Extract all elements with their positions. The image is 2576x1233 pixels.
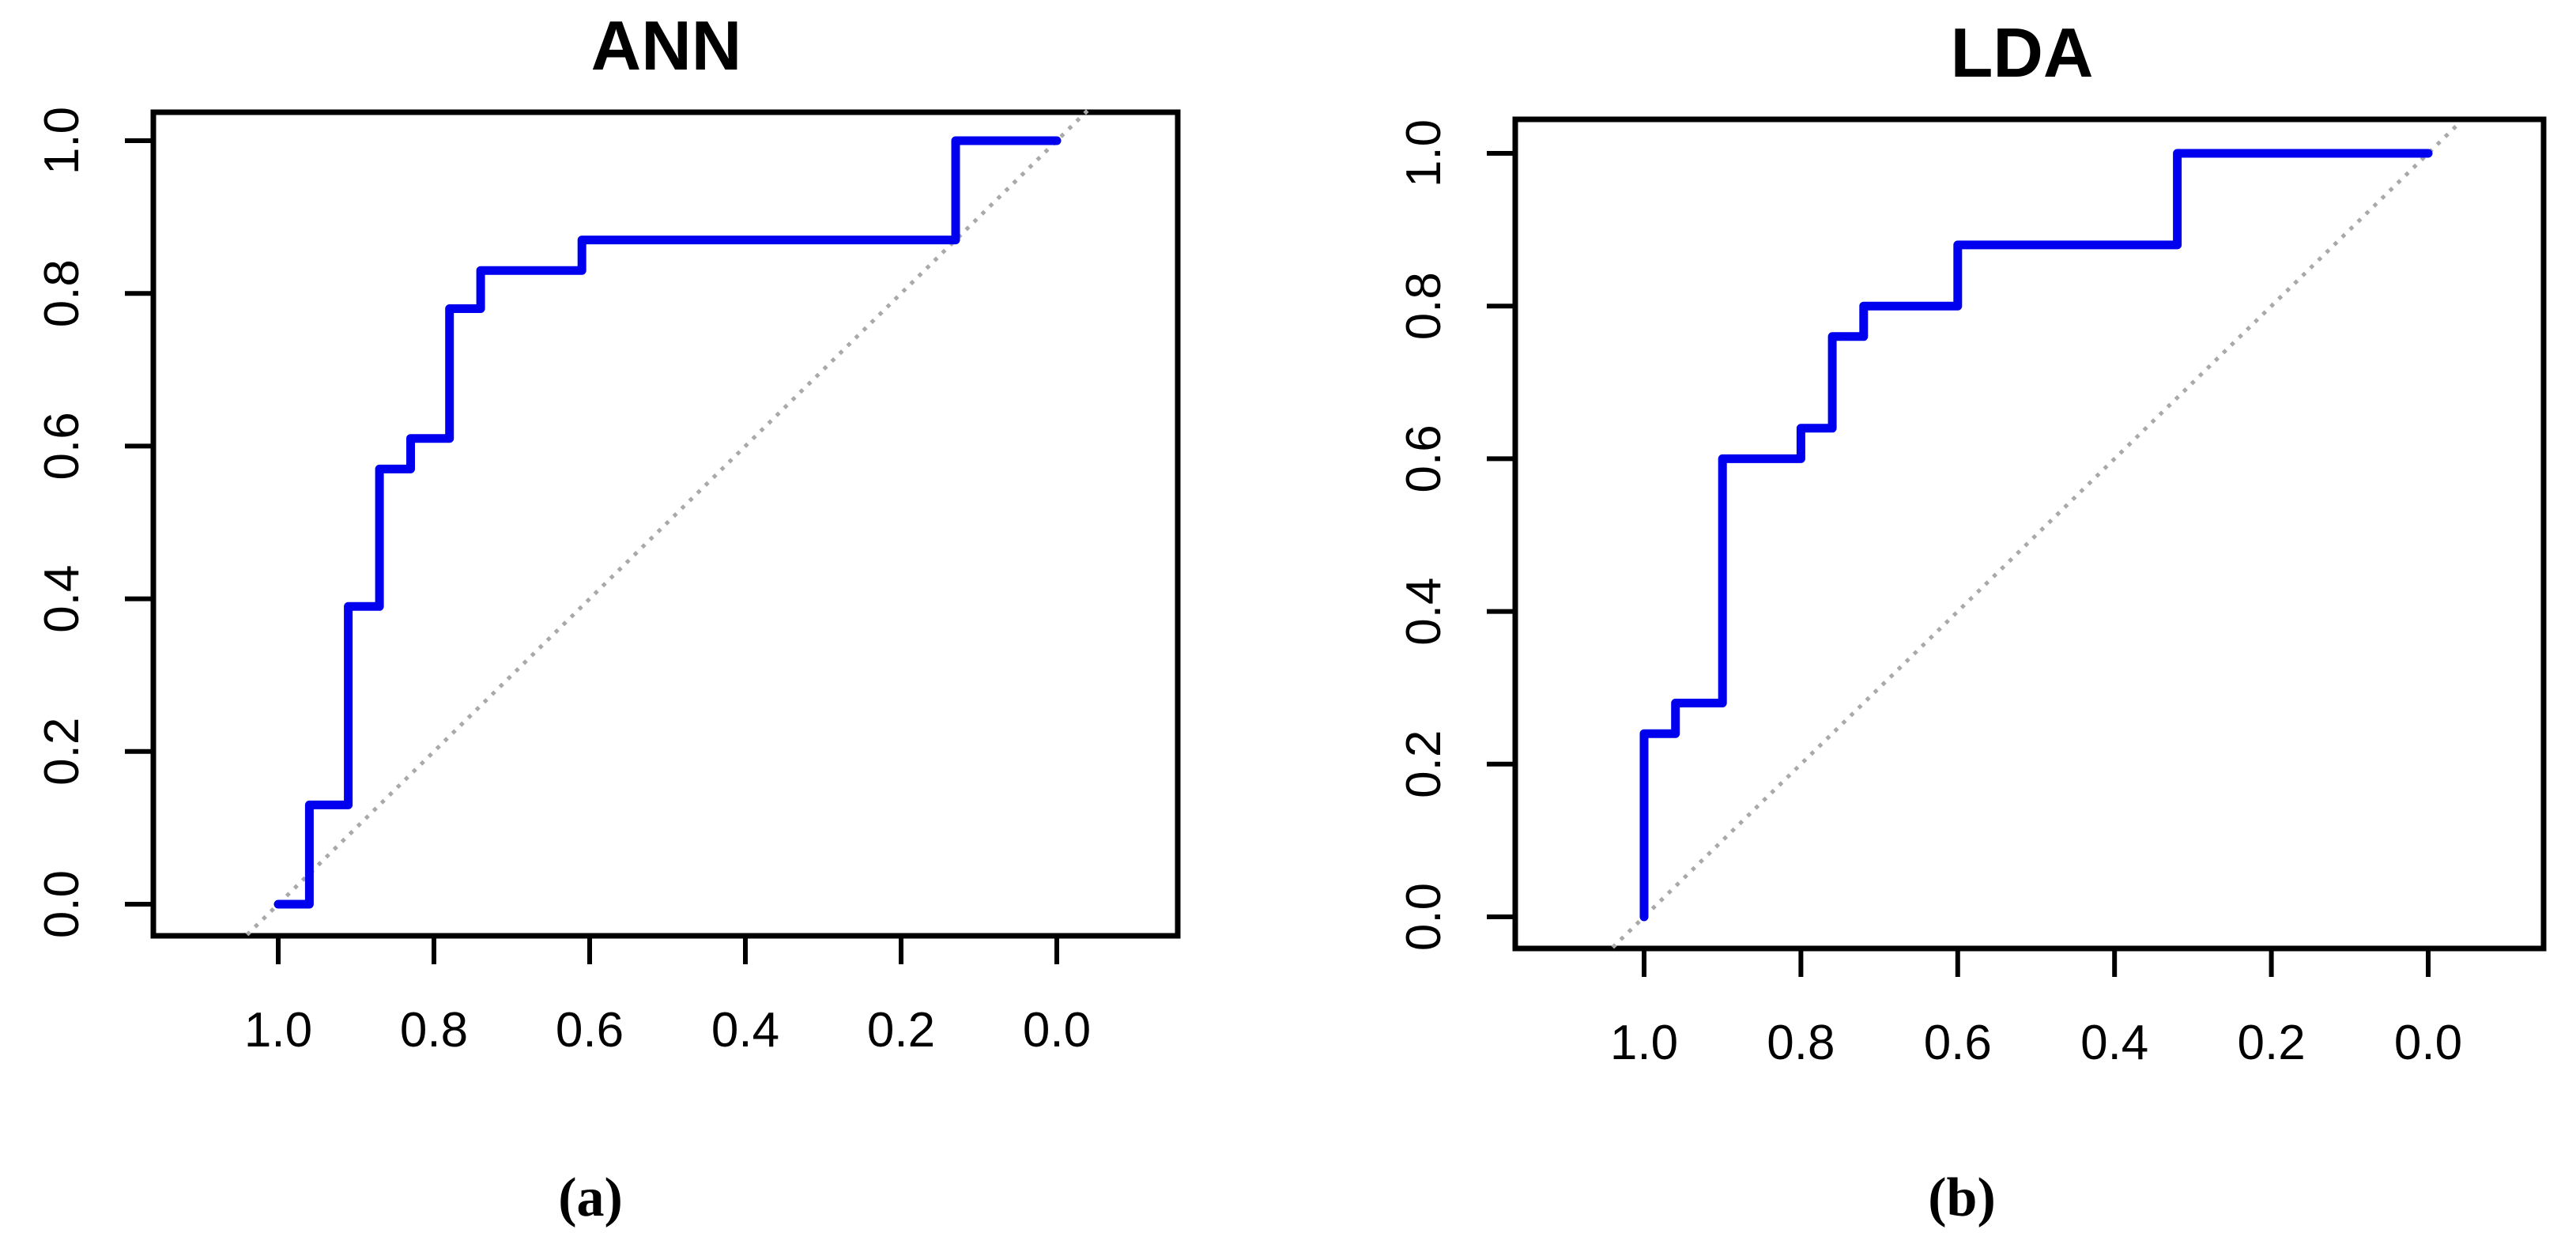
x-axis-tick-label: 1.0 [244, 1003, 312, 1058]
y-axis-tick-label: 0.2 [1397, 730, 1451, 798]
lda-panel: LDA 1.0 0.8 0.6 0.4 0.2 0.0 0.0 0.2 0.4 0.6 0.8 1.0 [1397, 13, 2547, 1070]
y-axis-tick-label: 0.8 [35, 259, 89, 327]
roc-curve [273, 136, 1062, 909]
roc-curve [1639, 149, 2433, 922]
x-axis-tick-label: 0.2 [2237, 1016, 2305, 1070]
y-axis-tick-label: 0.6 [1397, 424, 1451, 492]
plot-border [150, 109, 1181, 939]
y-axis-tick-label: 1.0 [1397, 119, 1451, 187]
chance-diagonal-line [245, 108, 1090, 937]
x-axis-tick-label: 0.4 [2080, 1016, 2148, 1070]
chance-diagonal-line [1611, 121, 2461, 949]
y-axis-tick-label: 0.4 [1397, 577, 1451, 645]
caption-b: (b) [1928, 1167, 1996, 1228]
y-axis-tick-label: 0.0 [1397, 883, 1451, 951]
y-axis-tick-label: 0.6 [35, 412, 89, 480]
caption-a: (a) [558, 1167, 623, 1228]
y-axis-tick-label: 1.0 [35, 107, 89, 175]
plot-border [1512, 116, 2547, 952]
x-axis-tick-label: 0.8 [1767, 1016, 1835, 1070]
ann-panel: ANN 1.0 0.8 0.6 0.4 0.2 0.0 0.0 0.2 0.4 0.6 0.8 1.0 [35, 6, 1181, 1058]
x-axis-tick-label: 0.8 [400, 1003, 468, 1058]
x-axis-tick-label: 0.0 [1023, 1003, 1091, 1058]
lda-plot-title: LDA [1951, 13, 2094, 92]
x-axis-tick-label: 0.6 [1924, 1016, 1992, 1070]
y-axis-tick-label: 0.4 [35, 564, 89, 632]
y-axis-tick-label: 0.2 [35, 718, 89, 786]
x-axis-tick-label: 0.6 [556, 1003, 624, 1058]
x-axis-tick-label: 0.0 [2394, 1016, 2462, 1070]
x-axis-tick-label: 0.4 [711, 1003, 779, 1058]
ann-plot-title: ANN [591, 6, 742, 85]
y-axis-tick-label: 0.0 [35, 870, 89, 938]
y-axis-tick-label: 0.8 [1397, 272, 1451, 340]
x-axis-tick-label: 0.2 [867, 1003, 935, 1058]
x-axis-tick-label: 1.0 [1610, 1016, 1678, 1070]
